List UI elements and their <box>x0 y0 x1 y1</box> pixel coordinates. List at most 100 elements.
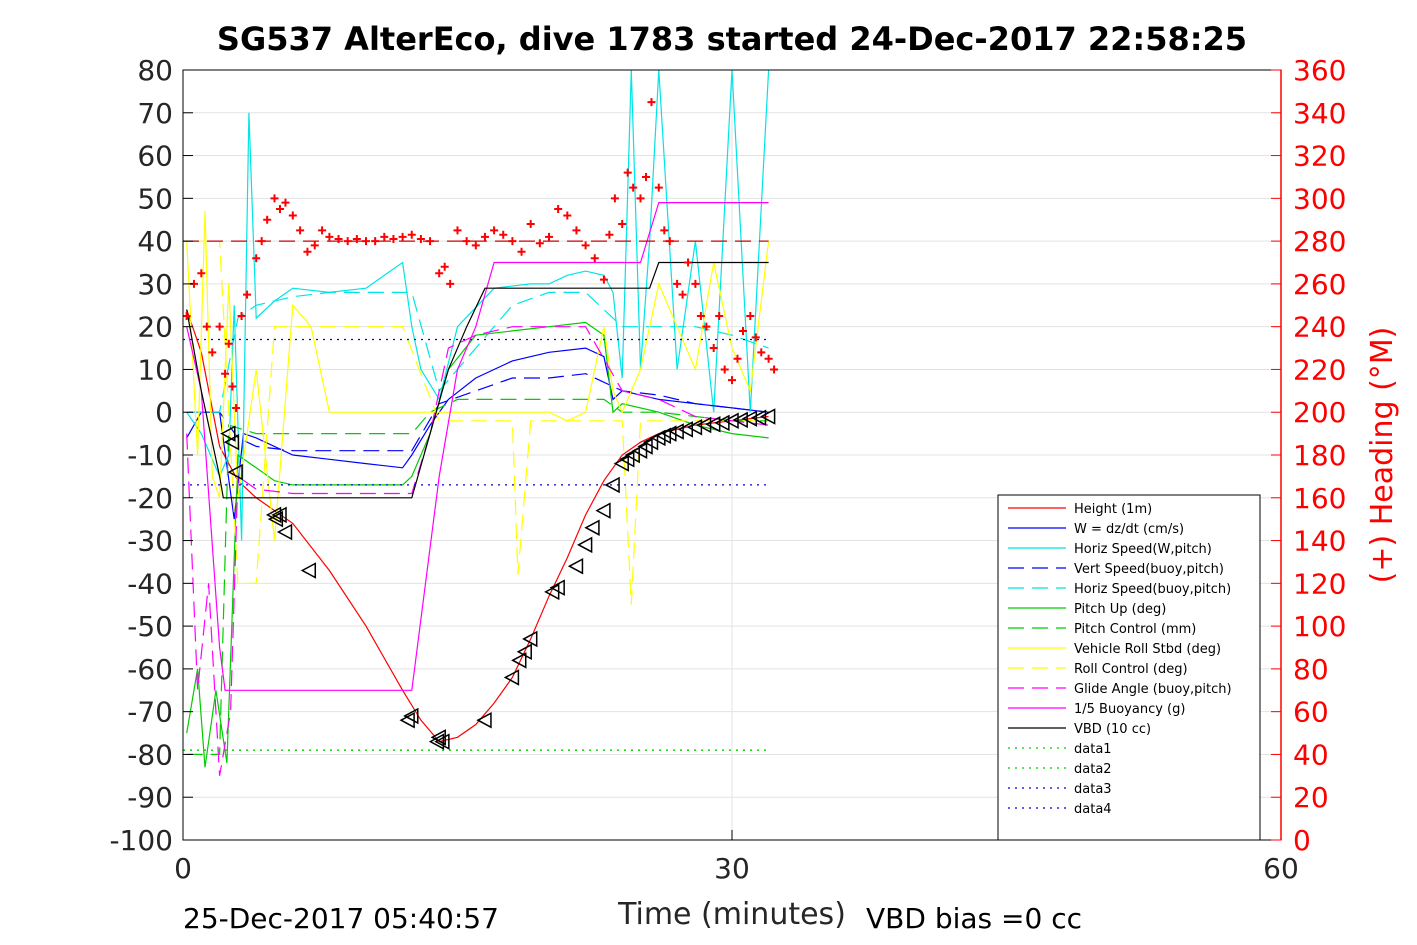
heading-point <box>310 241 319 250</box>
height-marker <box>661 425 677 442</box>
y2-tick-label: 180 <box>1293 439 1346 472</box>
heading-point <box>572 226 581 235</box>
y-tick-label: -10 <box>127 439 173 472</box>
heading-point <box>380 232 389 241</box>
height-marker <box>271 506 287 524</box>
heading-point <box>318 226 327 235</box>
heading-point <box>673 279 682 288</box>
heading-point <box>296 226 305 235</box>
heading-point <box>237 311 246 320</box>
height-marker <box>584 519 600 536</box>
heading-point <box>270 194 279 203</box>
height-marker <box>577 536 593 554</box>
heading-point <box>471 241 480 250</box>
height-marker <box>549 579 565 596</box>
heading-point <box>757 348 766 357</box>
y2-tick-label: 260 <box>1293 268 1346 301</box>
y2-tick-label: 220 <box>1293 353 1346 386</box>
axes: 0 30 60-100-90-80-70-60-50-40-30-20-100102… <box>109 54 1346 885</box>
heading-point <box>733 354 742 363</box>
heading-point <box>453 226 462 235</box>
height-marker <box>476 711 492 729</box>
heading-point <box>581 241 590 250</box>
y-tick-label: -90 <box>127 781 173 814</box>
footer-vbd-bias: VBD bias =0 cc <box>866 902 1082 935</box>
height-marker <box>227 463 243 481</box>
heading-point <box>371 237 380 246</box>
y-tick-label: -40 <box>127 567 173 600</box>
heading-point <box>720 365 729 374</box>
heading-point <box>764 354 773 363</box>
legend-label: VBD (10 cc) <box>1074 722 1151 737</box>
heading-point <box>610 194 619 203</box>
heading-point <box>197 269 206 278</box>
heading-point <box>605 230 614 239</box>
heading-point <box>446 279 455 288</box>
heading-point <box>660 226 669 235</box>
y2-axis-label: (+) Heading (°M) <box>1365 327 1400 584</box>
heading-point <box>684 258 693 267</box>
y-tick-label: 0 <box>155 396 173 429</box>
height-marker <box>503 669 520 686</box>
series-line-vehicle-roll-stbd-deg <box>186 211 770 541</box>
heading-point <box>263 215 272 224</box>
heading-point <box>224 339 233 348</box>
height-marker <box>276 523 293 541</box>
heading-point <box>215 322 224 331</box>
height-marker <box>300 562 317 579</box>
y2-tick-label: 200 <box>1293 396 1346 429</box>
legend-label: data2 <box>1074 762 1112 777</box>
heading-point <box>362 237 370 246</box>
heading-point <box>618 220 627 228</box>
heading-point <box>252 254 261 263</box>
height-marker <box>760 408 776 425</box>
legend-label: data1 <box>1074 742 1112 757</box>
legend-label: Pitch Control (mm) <box>1074 622 1196 637</box>
y2-tick-label: 80 <box>1293 653 1329 686</box>
height-marker <box>723 412 739 430</box>
heading-point <box>343 237 352 246</box>
heading-point <box>517 247 526 256</box>
height-marker <box>604 476 620 494</box>
heading-point <box>202 322 211 331</box>
y-tick-label: -70 <box>127 696 173 729</box>
height-marker <box>220 425 236 442</box>
y-tick-label: -20 <box>127 482 173 515</box>
height-marker <box>434 733 450 750</box>
series-line-roll-control-deg <box>186 240 769 605</box>
y2-tick-label: 20 <box>1293 781 1329 814</box>
legend: Height (1m) W = dz/dt (cm/s) Horiz Speed(W… <box>997 494 1261 841</box>
y2-tick-label: 120 <box>1293 567 1346 600</box>
y-tick-label: 30 <box>137 268 173 301</box>
series-line-pitch-up-deg <box>186 321 769 768</box>
heading-point <box>696 311 705 320</box>
heading-point <box>746 311 755 320</box>
heading-point <box>243 290 252 299</box>
heading-point <box>636 194 645 203</box>
y2-tick-label: 240 <box>1293 311 1346 344</box>
height-marker <box>522 630 538 648</box>
series-layer <box>183 70 779 776</box>
y2-tick-label: 280 <box>1293 225 1346 258</box>
heading-point <box>623 168 632 177</box>
heading-point <box>563 211 572 220</box>
heading-point <box>535 239 544 248</box>
heading-point <box>183 311 191 320</box>
legend-label: Glide Angle (buoy,pitch) <box>1074 682 1232 697</box>
heading-point <box>629 183 638 192</box>
x-tick-label: 30 <box>714 852 750 885</box>
heading-point <box>545 232 553 241</box>
legend-label: W = dz/dt (cm/s) <box>1074 522 1184 537</box>
heading-point <box>702 322 711 331</box>
heading-point <box>691 279 700 288</box>
y2-tick-label: 40 <box>1293 738 1329 771</box>
heading-point <box>416 234 425 243</box>
heading-point <box>647 98 656 107</box>
x-tick-label: 0 <box>174 852 192 885</box>
y-tick-label: 60 <box>137 140 173 173</box>
x-axis-label: Time (minutes) <box>617 897 846 932</box>
height-marker <box>595 502 611 519</box>
heading-point <box>334 234 343 243</box>
heading-point <box>228 382 237 391</box>
